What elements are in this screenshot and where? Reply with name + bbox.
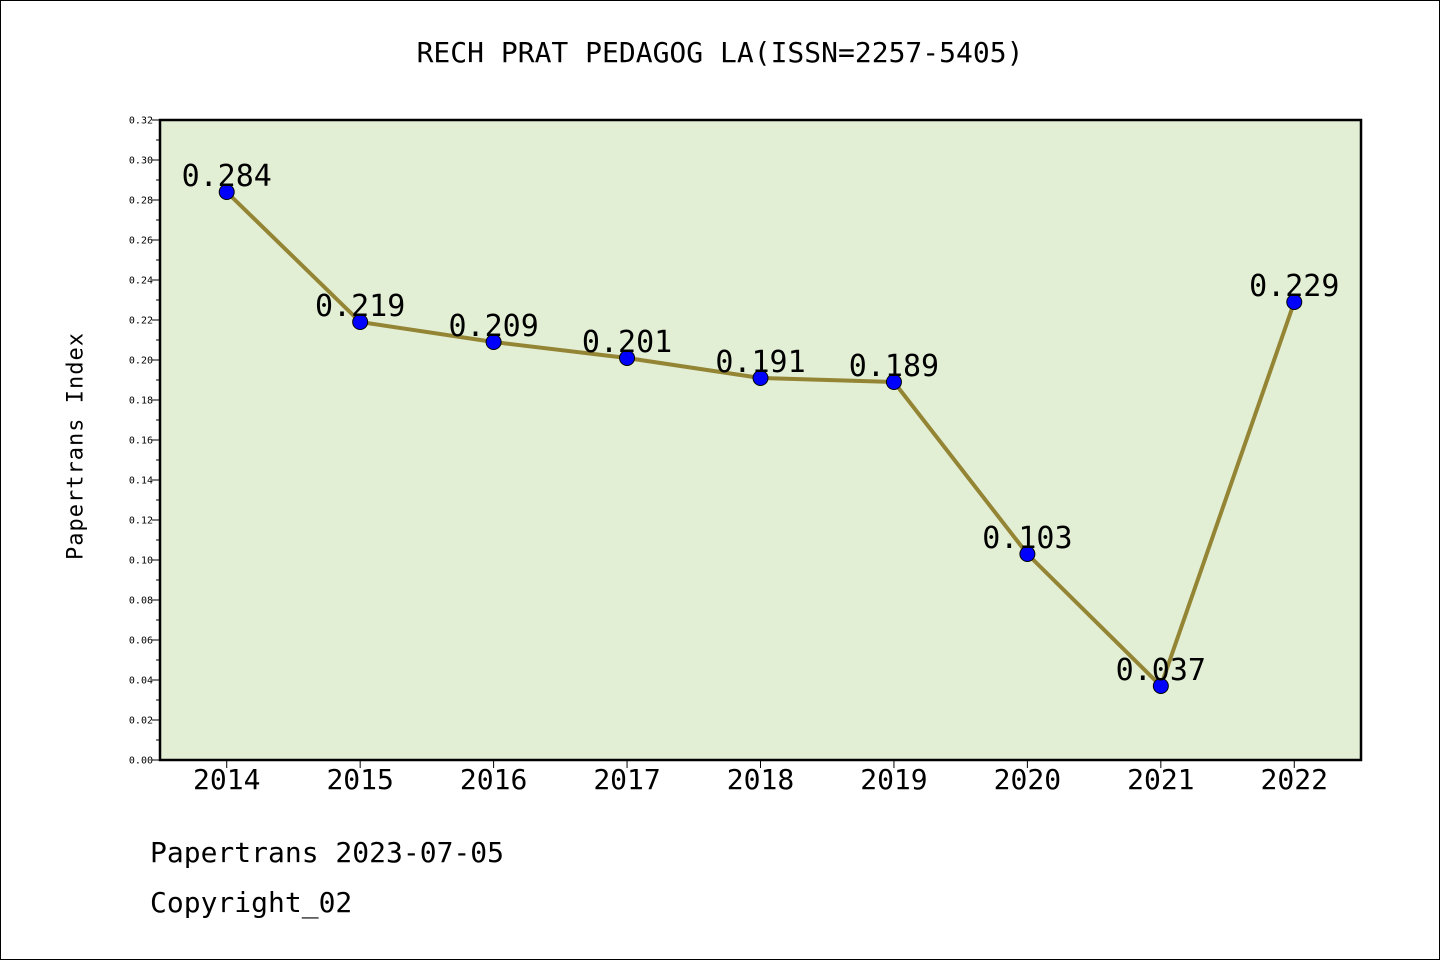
x-axis: 2014 2015 2016 2017 2018 2019 2020 2021 2022: [193, 760, 1328, 796]
data-label: 0.103: [982, 521, 1072, 556]
y-tick-label: 0.08: [129, 596, 153, 607]
data-point: [885, 374, 902, 390]
data-label: 0.191: [715, 345, 805, 380]
data-label: 0.189: [849, 349, 939, 384]
y-tick-label: 0.16: [129, 436, 153, 447]
data-point: [218, 184, 235, 200]
data-label: 0.201: [582, 325, 672, 360]
x-tick-label: 2016: [460, 763, 527, 796]
y-tick-label: 0.18: [129, 396, 153, 407]
x-tick-label: 2015: [326, 763, 393, 796]
y-tick-label: 0.02: [129, 716, 153, 727]
data-label: 0.219: [315, 289, 405, 324]
x-tick-label: 2020: [994, 763, 1061, 796]
y-tick-label: 0.22: [129, 316, 153, 327]
plot-border: [158, 118, 1363, 762]
chart-title: RECH PRAT PEDAGOG LA(ISSN=2257-5405): [416, 36, 1024, 69]
data-point: [485, 334, 502, 350]
data-point: [752, 370, 769, 386]
y-axis: 0.00 0.02 0.04 0.06 0.08 0.10 0.12 0.14 0.16 0.18…: [129, 116, 160, 767]
series-layer: [218, 184, 1303, 694]
footer-copyright: Copyright_02: [150, 886, 353, 919]
y-tick-label: 0.12: [129, 516, 153, 527]
y-tick-label: 0.06: [129, 636, 153, 647]
x-tick-label: 2017: [593, 763, 660, 796]
plot-area: [160, 120, 1361, 760]
x-tick-label: 2019: [860, 763, 927, 796]
data-point: [352, 314, 369, 330]
data-point: [1152, 678, 1169, 694]
y-tick-label: 0.26: [129, 236, 153, 247]
data-point: [1286, 294, 1303, 310]
y-axis-label: Papertrans Index: [63, 332, 89, 560]
x-tick-label: 2014: [193, 763, 260, 796]
y-tick-label: 0.24: [129, 276, 153, 287]
y-tick-label: 0.32: [129, 116, 153, 127]
data-label: 0.284: [182, 159, 272, 194]
data-labels: 0.284 0.219 0.209 0.201 0.191 0.189 0.103 0.037…: [182, 159, 1340, 688]
data-point: [1019, 546, 1036, 562]
y-tick-label: 0.10: [129, 556, 153, 567]
y-tick-label: 0.20: [129, 356, 153, 367]
x-tick-label: 2021: [1127, 763, 1194, 796]
y-tick-label: 0.28: [129, 196, 153, 207]
y-tick-label: 0.30: [129, 156, 153, 167]
x-tick-label: 2022: [1261, 763, 1328, 796]
footer-date: Papertrans 2023-07-05: [150, 836, 505, 869]
data-label: 0.229: [1249, 269, 1339, 304]
y-tick-label: 0.04: [129, 676, 153, 687]
data-point: [619, 350, 636, 366]
x-tick-label: 2018: [727, 763, 794, 796]
data-label: 0.209: [448, 309, 538, 344]
y-tick-label: 0.14: [129, 476, 153, 487]
y-tick-label: 0.00: [129, 756, 153, 767]
data-label: 0.037: [1116, 653, 1206, 688]
